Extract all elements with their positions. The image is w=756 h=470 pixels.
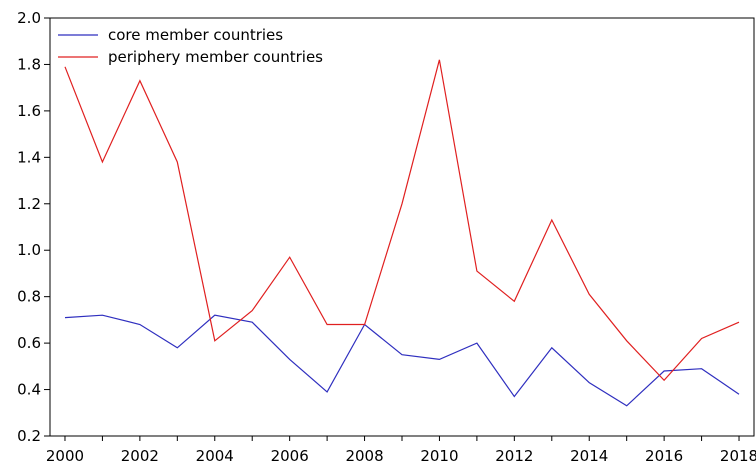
x-tick-label: 2006 — [271, 447, 309, 465]
y-tick-label: 1.2 — [17, 195, 41, 213]
x-tick-label: 2008 — [345, 447, 383, 465]
y-axis: 0.2 0.4 0.6 0.8 1.0 1.2 1.4 1.6 1.8 2.0 — [17, 9, 50, 445]
series-line-periphery — [64, 59, 740, 382]
x-tick-label: 2016 — [645, 447, 683, 465]
series-line-core — [64, 314, 740, 407]
x-tick-label: 2004 — [196, 447, 234, 465]
y-tick-label: 0.8 — [17, 288, 41, 306]
x-tick-label: 2018 — [720, 447, 756, 465]
plot-frame — [49, 17, 755, 437]
x-tick-label: 2014 — [570, 447, 608, 465]
y-tick-label: 1.4 — [17, 148, 41, 166]
y-tick-label: 0.2 — [17, 427, 41, 445]
y-tick-label: 1.8 — [17, 55, 41, 73]
y-tick-label: 2.0 — [17, 9, 41, 27]
x-tick-label: 2000 — [46, 447, 84, 465]
x-tick-label: 2002 — [121, 447, 159, 465]
legend: core member countries periphery member co… — [58, 26, 323, 66]
y-tick-label: 1.0 — [17, 241, 41, 259]
y-tick-label: 0.4 — [17, 381, 41, 399]
legend-label: core member countries — [108, 26, 283, 44]
x-tick-label: 2010 — [420, 447, 458, 465]
x-tick-label: 2012 — [495, 447, 533, 465]
y-tick-label: 0.6 — [17, 334, 41, 352]
x-axis: 2000 2002 2004 2006 2008 2010 2012 2014 2016 2018 — [46, 436, 756, 465]
y-tick-label: 1.6 — [17, 102, 41, 120]
series-lines — [64, 59, 740, 407]
legend-label: periphery member countries — [108, 48, 323, 66]
